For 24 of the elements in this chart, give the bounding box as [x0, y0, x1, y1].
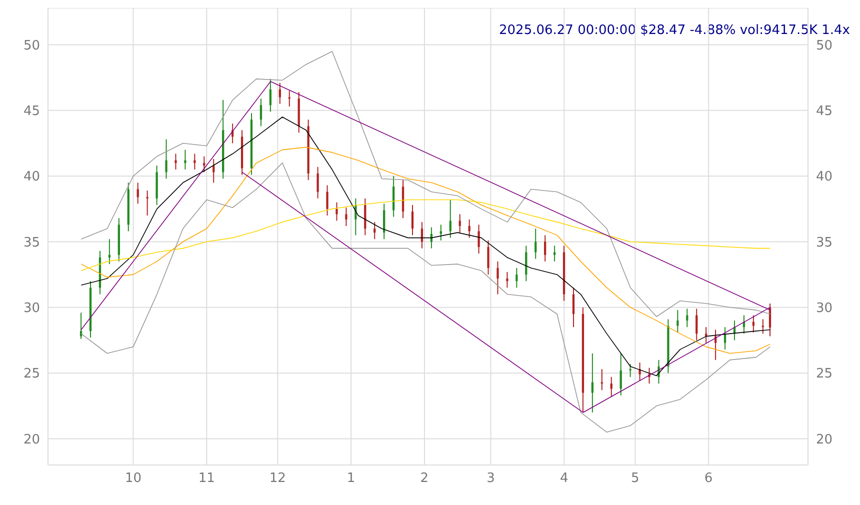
y2-tick-label: 40 — [816, 170, 833, 185]
y-tick-label: 25 — [23, 366, 40, 382]
text: 2025.06.27 00:00:00 $28.47 -4.88% vol:9417.5K 1.4x — [499, 23, 850, 38]
x-tick-label: 4 — [560, 471, 568, 486]
y2-tick-label: 25 — [816, 366, 833, 382]
y-tick-label: 30 — [23, 301, 40, 316]
x-tick-label: 12 — [269, 471, 286, 486]
x-tick-label: 6 — [704, 471, 713, 486]
y2-tick-label: 50 — [816, 38, 833, 54]
x-tick-label: 11 — [198, 471, 215, 486]
x-tick-label: 10 — [124, 471, 142, 486]
y-tick-label: 20 — [23, 432, 40, 448]
x-tick-label: 2 — [420, 471, 429, 486]
y2-tick-label: 30 — [816, 301, 833, 316]
y2-tick-label: 35 — [816, 235, 833, 250]
x-tick-label: 5 — [631, 471, 640, 486]
y-tick-label: 50 — [23, 38, 40, 54]
y-tick-label: 45 — [23, 104, 40, 120]
x-tick-label: 3 — [486, 471, 495, 486]
y-tick-label: 35 — [23, 235, 40, 250]
y2-tick-label: 20 — [816, 432, 833, 448]
y2-tick-label: 45 — [816, 104, 833, 120]
y-tick-label: 40 — [23, 170, 40, 185]
x-tick-label: 1 — [346, 471, 356, 486]
